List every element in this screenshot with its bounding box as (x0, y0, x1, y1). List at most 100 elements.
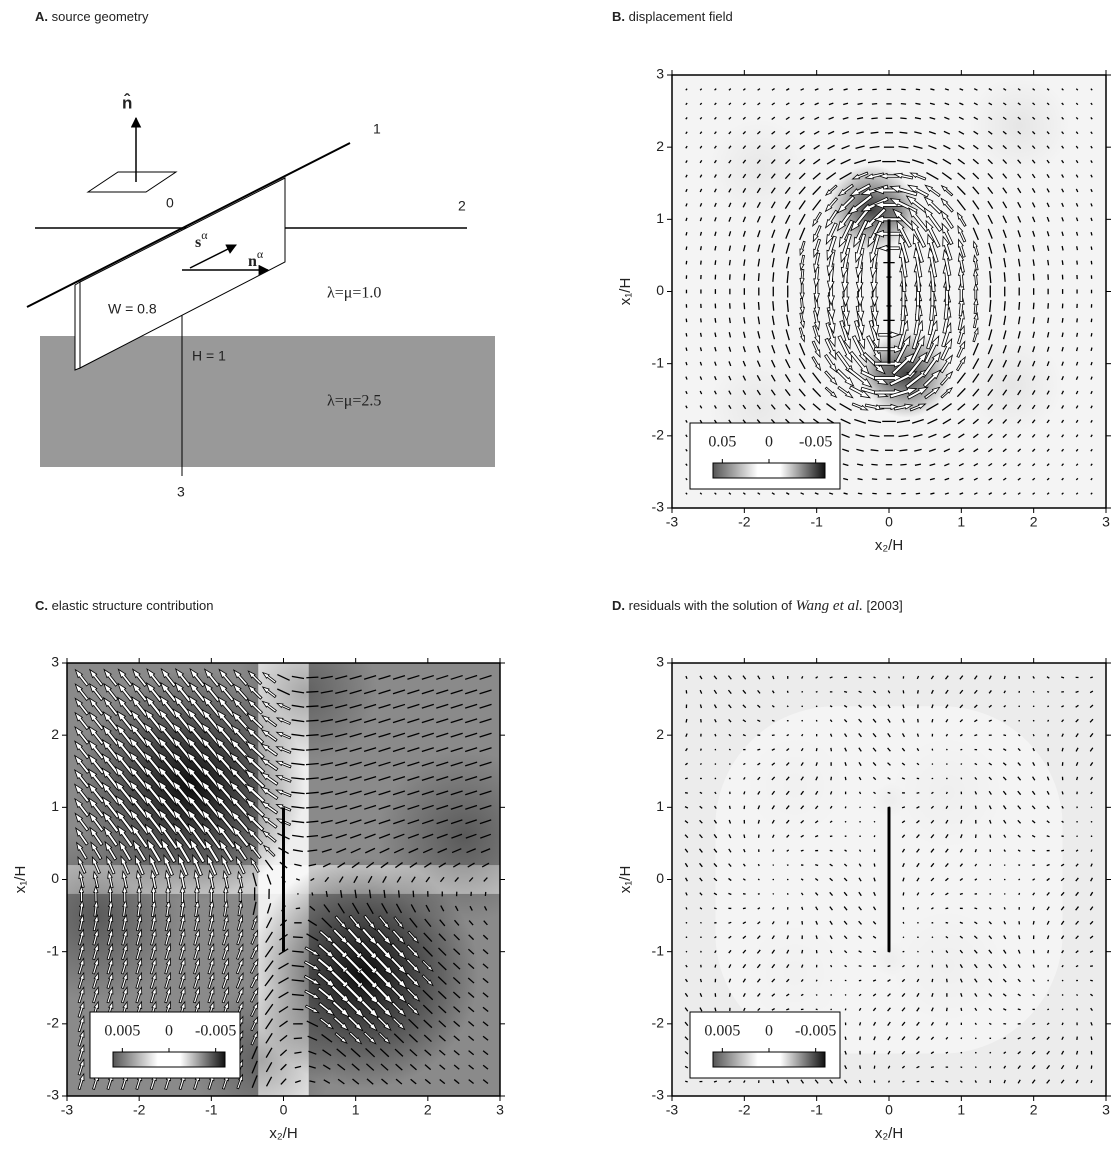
vector-arrow (296, 908, 300, 909)
colorbar-tick-label: 0.05 (708, 434, 736, 451)
vector-arrow (1004, 676, 1005, 679)
vector-arrow (801, 850, 804, 851)
vector-arrow (715, 965, 716, 968)
vector-arrow (306, 692, 318, 693)
colorbar-tick-label: -0.005 (795, 1023, 836, 1040)
vector-arrow (292, 1009, 303, 1010)
vector-arrow (900, 464, 906, 465)
x-axis-label: x₂/H (875, 1125, 903, 1142)
vector-arrow (1033, 274, 1034, 281)
vector-arrow (729, 749, 730, 750)
vector-arrow (845, 1037, 846, 1040)
vector-arrow (1033, 303, 1034, 310)
x-tick-label: 3 (1102, 514, 1110, 530)
vector-arrow (1091, 333, 1092, 336)
vector-arrow (1091, 850, 1092, 852)
colorbar-tick-label: 0 (765, 1023, 773, 1040)
vector-arrow (701, 749, 702, 751)
vector-arrow (932, 937, 933, 938)
vector-arrow (773, 893, 774, 894)
vector-arrow (1091, 232, 1092, 235)
vector-arrow (1047, 836, 1050, 837)
vector-arrow (844, 691, 847, 692)
vector-dot (801, 720, 803, 722)
vector-arrow (1032, 850, 1035, 851)
vector-dot (772, 879, 774, 881)
vector-arrow (946, 792, 947, 794)
y-tick-label: -3 (652, 499, 665, 515)
vector-dot (1091, 835, 1093, 837)
vector-arrow (802, 691, 803, 692)
y-tick-label: 0 (51, 870, 59, 886)
vector-arrow (975, 849, 976, 852)
vector-dot (1062, 994, 1064, 996)
vector-arrow (294, 1038, 302, 1039)
label: 3 (177, 484, 185, 500)
vector-arrow (860, 1065, 861, 1068)
vector-arrow (1019, 273, 1020, 281)
colorbar (713, 463, 825, 478)
vector-dot (989, 879, 991, 881)
vector-arrow (700, 764, 701, 765)
y-axis-label: x₁/H (617, 866, 634, 894)
vector-arrow (888, 966, 891, 967)
y-tick-label: 2 (656, 138, 664, 154)
vector-dot (816, 706, 818, 708)
vector-arrow (989, 749, 992, 750)
y-axis-label: x₁/H (12, 866, 29, 894)
vector-arrow (1090, 677, 1092, 678)
vector-arrow (816, 980, 817, 982)
vector-arrow (900, 450, 908, 451)
vector-dot (686, 922, 688, 924)
y-tick-label: 0 (656, 870, 664, 886)
vector-arrow (701, 333, 702, 337)
x-tick-label: 3 (496, 1102, 504, 1118)
vector-arrow (917, 793, 920, 794)
colorbar-tick-label: 0.005 (704, 1023, 740, 1040)
vector-arrow (961, 1067, 963, 1068)
vector-dot (686, 936, 688, 938)
vector-arrow (1019, 893, 1020, 895)
vector-dot (961, 1052, 963, 1054)
x-tick-label: 0 (885, 514, 893, 530)
vector-arrow (729, 993, 730, 997)
vector-arrow (686, 232, 687, 235)
vector-arrow (744, 834, 745, 838)
vector-arrow (293, 937, 303, 938)
vector-arrow (917, 734, 918, 737)
vector-arrow (686, 676, 687, 679)
vector-arrow (815, 865, 818, 866)
vector-arrow (903, 892, 904, 895)
vector-arrow (787, 706, 788, 707)
vector-dot (1018, 706, 1020, 708)
label: H = 1 (192, 348, 226, 364)
x-tick-label: -1 (810, 1102, 823, 1118)
panel-title: C. elastic structure contribution (35, 598, 213, 613)
vector-arrow (918, 951, 919, 952)
x-tick-label: 0 (885, 1102, 893, 1118)
vector-arrow (715, 1008, 716, 1011)
vector-arrow (1062, 791, 1063, 794)
vector-arrow (871, 450, 879, 451)
vector-arrow (845, 995, 846, 996)
vector-arrow (816, 720, 817, 721)
vector-dot (917, 922, 919, 924)
vector-arrow (787, 691, 788, 693)
vector-arrow (816, 692, 818, 693)
y-tick-label: 3 (656, 654, 664, 670)
vector-arrow (686, 951, 687, 952)
y-tick-label: 1 (656, 798, 664, 814)
vector-arrow (946, 908, 949, 909)
vector-arrow (1048, 950, 1049, 953)
vector-arrow (871, 132, 879, 133)
vector-arrow (1048, 762, 1049, 766)
vector-arrow (1077, 318, 1078, 322)
vector-arrow (1048, 260, 1049, 265)
vector-arrow (1091, 1036, 1092, 1040)
vector-arrow (816, 995, 817, 996)
vector-arrow (900, 132, 908, 133)
vector-arrow (1004, 907, 1005, 909)
lower-layer (40, 336, 495, 467)
x-tick-label: -2 (133, 1102, 146, 1118)
vector-dot (715, 778, 717, 780)
